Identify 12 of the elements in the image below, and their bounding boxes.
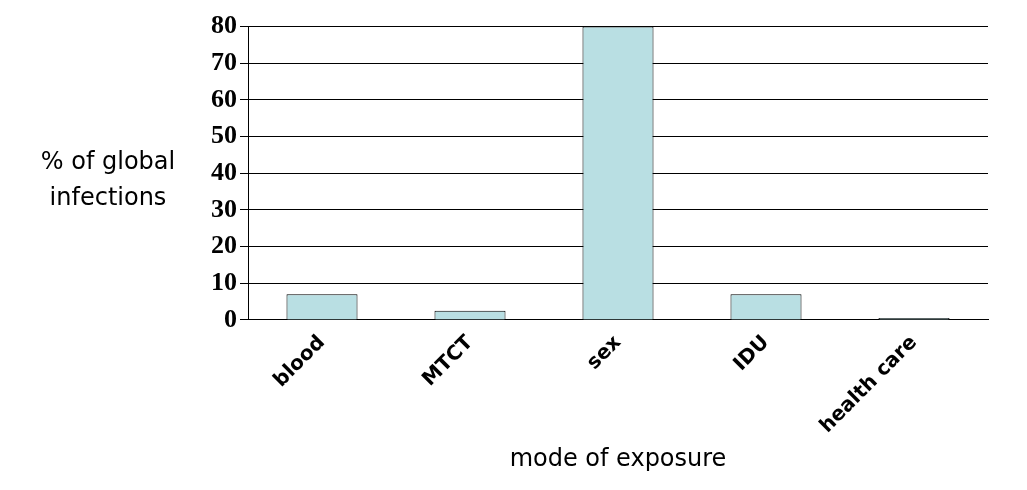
y-tick-label: 50: [211, 120, 237, 150]
y-tick-label: 70: [211, 46, 237, 76]
y-tick-label: 10: [211, 266, 237, 296]
y-tick-label: 40: [211, 156, 237, 186]
y-tick-label: 20: [211, 230, 237, 260]
x-axis-title: mode of exposure: [509, 443, 727, 472]
y-axis-title: % of global infections: [39, 146, 177, 213]
x-tick-label: sex: [581, 329, 626, 374]
y-tick-label: 30: [211, 193, 237, 223]
y-tick-label: 0: [224, 303, 237, 333]
y-tick-label: 60: [211, 83, 237, 113]
y-tick-label: 80: [211, 10, 237, 40]
